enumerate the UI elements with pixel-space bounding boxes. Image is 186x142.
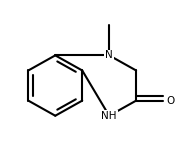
Text: N: N <box>105 50 113 60</box>
Text: O: O <box>166 96 174 106</box>
Text: NH: NH <box>101 111 117 121</box>
